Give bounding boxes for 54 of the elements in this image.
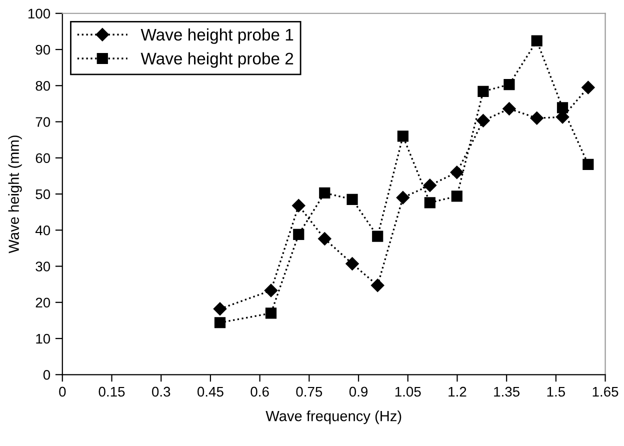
x-tick-label: 1.35: [494, 386, 520, 397]
point: [346, 194, 358, 205]
x-tick-label: 1.2: [448, 386, 466, 397]
point: [424, 197, 436, 208]
point: [502, 102, 516, 116]
x-tick-label: 1.5: [547, 386, 565, 397]
y-tick-label: 0: [43, 370, 50, 380]
point: [372, 230, 384, 242]
y-tick-label: 40: [35, 225, 50, 236]
point: [451, 190, 462, 202]
point: [450, 166, 464, 179]
x-tick-label: 1.65: [592, 386, 618, 397]
x-tick-label: 1.05: [395, 386, 421, 397]
y-axis-title: Wave height (mm): [8, 136, 22, 254]
point: [504, 78, 515, 90]
point: [582, 80, 595, 94]
y-tick-label: 60: [36, 153, 50, 164]
point: [346, 257, 359, 270]
x-tick-label: 0: [59, 386, 66, 397]
x-tick-label: 0.3: [152, 386, 170, 397]
point: [423, 178, 436, 192]
y-tick-label: 50: [36, 189, 50, 200]
point: [264, 284, 278, 298]
y-tick-label: 20: [36, 298, 50, 308]
point: [396, 191, 410, 204]
point: [582, 158, 594, 170]
point: [214, 317, 226, 328]
point: [371, 278, 384, 292]
point: [292, 198, 306, 212]
x-tick-label: 0.75: [296, 386, 322, 397]
y-tick-label: 10: [36, 334, 50, 344]
x-tick-label: 0.15: [98, 386, 125, 397]
y-tick-label: 90: [36, 44, 50, 55]
point: [293, 228, 304, 240]
y-tick-label: 70: [36, 117, 50, 127]
legend-label: Wave height probe 2: [140, 52, 294, 68]
x-tick-label: 0.9: [349, 386, 368, 397]
legend-label: Wave height probe 1: [140, 28, 294, 44]
point: [265, 308, 277, 319]
y-tick-label: 30: [36, 262, 50, 272]
x-axis-title: Wave frequency (Hz): [266, 410, 402, 424]
y-tick-label: 100: [28, 8, 50, 19]
point: [531, 35, 542, 46]
point: [556, 102, 568, 114]
point: [530, 112, 544, 125]
point: [213, 302, 227, 316]
point: [476, 114, 490, 128]
point: [319, 187, 330, 198]
point: [397, 130, 408, 142]
point: [318, 232, 332, 246]
x-tick-label: 0.45: [197, 386, 224, 397]
point: [478, 86, 489, 97]
x-tick-label: 0.6: [250, 386, 269, 397]
y-tick-label: 80: [36, 80, 50, 91]
